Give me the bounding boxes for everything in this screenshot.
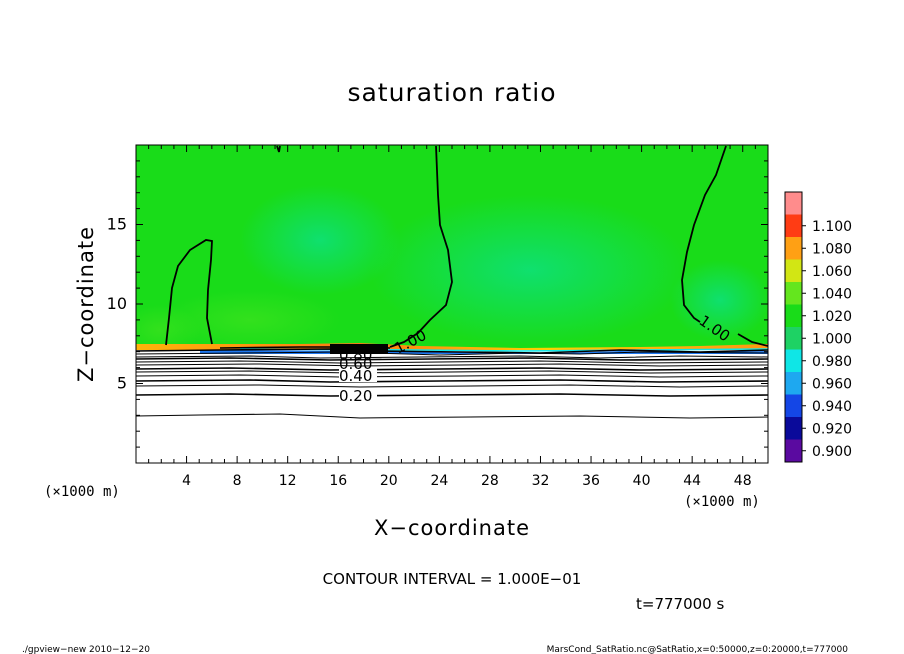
contour-label: 0.20 (339, 387, 372, 405)
colorbar-label: 1.100 (812, 219, 852, 235)
colorbar-swatch (785, 372, 802, 395)
colorbar-label: 0.900 (812, 444, 852, 460)
colorbar-label: 0.940 (812, 399, 852, 415)
x-tick-label: 12 (279, 473, 297, 489)
colorbar-swatch (785, 439, 802, 462)
colorbar-swatch (785, 349, 802, 372)
plot-area (136, 145, 768, 463)
x-tick-label: 4 (182, 473, 191, 489)
x-tick-label: 48 (734, 473, 752, 489)
chart-title: saturation ratio (347, 78, 556, 107)
surface-band-high (136, 343, 768, 350)
y-tick-label: 10 (107, 294, 127, 313)
x-tick-label: 24 (430, 473, 448, 489)
x-tick-label: 28 (481, 473, 499, 489)
colorbar-label: 1.060 (812, 264, 852, 280)
footer-right: MarsCond_SatRatio.nc@SatRatio,x=0:50000,… (547, 645, 849, 654)
colorbar-frame (784, 191, 803, 463)
low-ratio-patch (370, 195, 690, 345)
unsaturated-layer (136, 350, 768, 463)
time-label: t=777000 s (636, 595, 724, 613)
contour-line-1-00 (276, 145, 281, 153)
colorbar: 0.900 0.920 0.940 0.960 0.980 1.000 1.020 1.040… (784, 191, 852, 463)
high-ratio-patch (160, 290, 340, 350)
contour-label: 0.40 (339, 367, 372, 385)
colorbar-label: 0.960 (812, 376, 852, 392)
colorbar-label: 1.020 (812, 309, 852, 325)
colorbar-swatch (785, 192, 802, 215)
x-tick-label: 32 (532, 473, 550, 489)
low-ratio-patch (240, 185, 400, 295)
colorbar-label: 1.040 (812, 286, 852, 302)
x-tick-label: 20 (380, 473, 398, 489)
y-tick-label: 15 (107, 215, 127, 234)
y-tick-label: 5 (117, 374, 127, 393)
contour-line-1-00 (389, 145, 453, 348)
contour-label: 0.60 (339, 355, 372, 373)
contour-label: 0.80 (339, 346, 372, 364)
contour-line-1-00 (681, 145, 727, 323)
colorbar-swatch (785, 304, 802, 327)
x-unit-label: (×1000 m) (684, 494, 760, 510)
colorbar-swatch (785, 237, 802, 260)
footer-left: ./gpview−new 2010−12−20 (22, 645, 150, 654)
surface-contour-cluster (330, 344, 388, 354)
colorbar-label: 0.920 (812, 421, 852, 437)
colorbar-swatch (785, 417, 802, 440)
x-tick-label: 44 (683, 473, 701, 489)
colorbar-label: 1.080 (812, 241, 852, 257)
colorbar-swatch (785, 214, 802, 237)
x-tick-label: 40 (633, 473, 651, 489)
x-axis-label: X−coordinate (374, 516, 530, 540)
y-axis-label: Z−coordinate (74, 226, 98, 382)
colorbar-swatch (785, 327, 802, 350)
contour-line-1-00 (165, 239, 213, 346)
low-ratio-patch (670, 260, 768, 340)
colorbar-label: 1.000 (812, 331, 852, 347)
x-tick-label: 8 (233, 473, 242, 489)
contour-lines-unsaturated (136, 346, 768, 419)
colorbar-swatch (785, 259, 802, 282)
y-axis-ticks: 5 10 15 (107, 160, 768, 448)
colorbar-label: 0.980 (812, 354, 852, 370)
colorbar-swatch (785, 394, 802, 417)
colorbar-swatch (785, 282, 802, 305)
y-unit-label: (×1000 m) (44, 484, 120, 500)
contour-interval-text: CONTOUR INTERVAL = 1.000E−01 (323, 570, 582, 588)
x-tick-label: 16 (329, 473, 347, 489)
x-axis-ticks: 4 8 12 16 20 24 28 32 36 40 44 48 (148, 145, 756, 489)
contour-line-1-00 (737, 333, 768, 347)
x-tick-label: 36 (582, 473, 600, 489)
